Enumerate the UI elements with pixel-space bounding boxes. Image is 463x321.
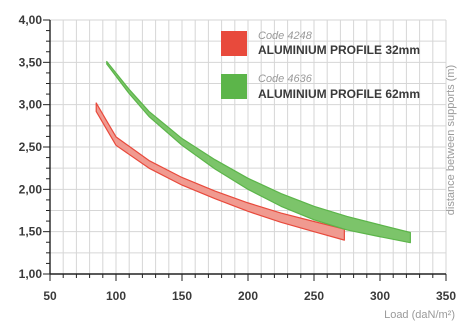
y-tick-label: 3,00 [19,98,43,112]
x-tick-label: 150 [172,289,192,303]
x-tick-label: 200 [238,289,258,303]
y-axis-title: distance between supports (m) [445,65,457,215]
y-tick-labels: 1,00 1,50 2,00 2,50 3,00 3,50 4,00 [19,13,43,281]
series-bands [95,60,411,244]
legend-code-62mm: Code 4636 [258,73,313,85]
legend: Code 4248 ALUMINIUM PROFILE 32mm Code 46… [221,30,420,101]
legend-swatch-62mm [221,74,247,99]
y-tick-label: 4,00 [19,13,43,27]
x-tick-label: 50 [43,289,57,303]
y-tick-label: 2,00 [19,182,43,196]
ticks [43,19,447,281]
x-tick-labels: 50 100 150 200 250 300 350 [43,289,456,303]
x-tick-label: 100 [106,289,126,303]
series-band-62mm [106,60,411,244]
legend-name-62mm: ALUMINIUM PROFILE 62mm [258,87,420,101]
y-tick-label: 2,50 [19,140,43,154]
x-tick-label: 300 [370,289,390,303]
y-tick-label: 1,00 [19,267,43,281]
legend-name-32mm: ALUMINIUM PROFILE 32mm [258,43,420,57]
x-axis-title: Load (daN/m²) [384,309,455,321]
legend-swatch-32mm [221,31,247,56]
y-tick-label: 1,50 [19,225,43,239]
x-tick-label: 250 [304,289,324,303]
legend-code-32mm: Code 4248 [258,30,313,42]
x-tick-label: 350 [436,289,456,303]
series-band-32mm [95,102,345,241]
y-tick-label: 3,50 [19,55,43,69]
